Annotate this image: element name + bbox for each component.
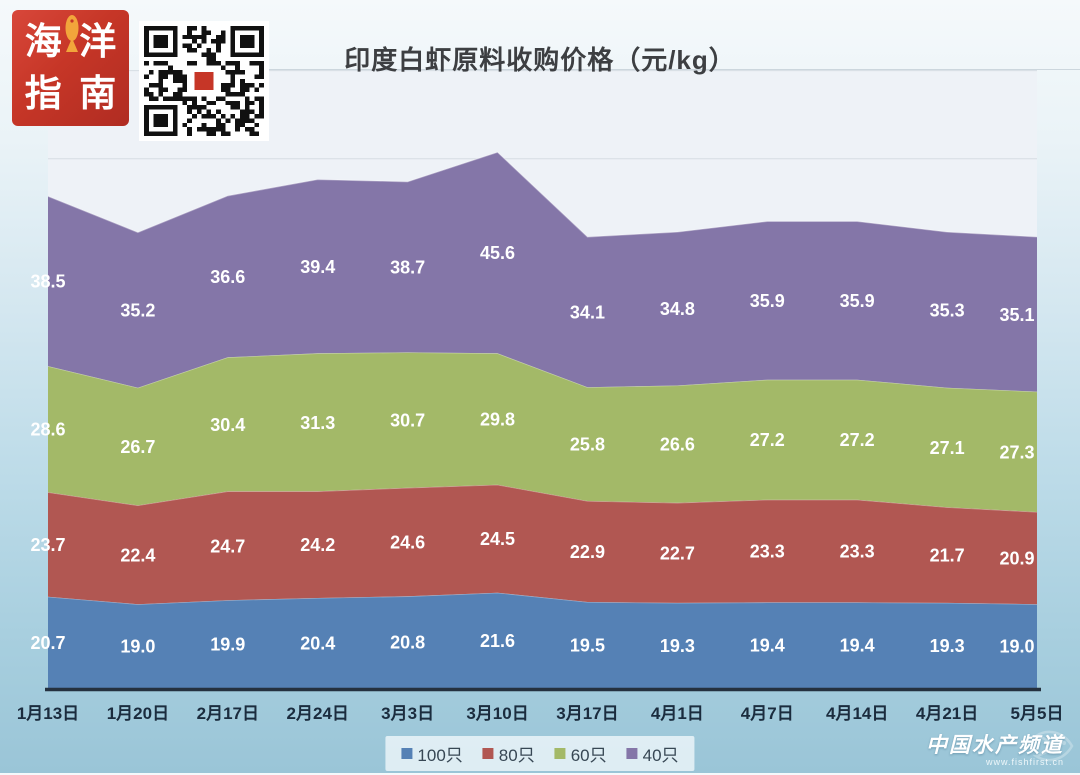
x-axis-label: 5月5日	[1011, 704, 1064, 723]
value-label: 28.6	[30, 420, 65, 440]
legend-swatch	[554, 748, 566, 759]
value-label: 19.3	[930, 636, 965, 656]
value-label: 20.7	[30, 633, 65, 653]
chart-legend: 100只 80只 60只 40只	[385, 736, 695, 771]
value-label: 19.5	[570, 636, 605, 656]
legend-item-2: 60只	[554, 741, 607, 766]
legend-label: 60只	[570, 746, 607, 765]
value-label: 39.4	[300, 257, 335, 277]
value-label: 24.7	[210, 536, 245, 556]
value-label: 19.0	[120, 637, 155, 657]
value-label: 25.8	[570, 435, 605, 455]
value-label: 20.9	[999, 549, 1034, 569]
x-axis-label: 3月10日	[466, 704, 528, 723]
watermark-fish-icon	[1028, 722, 1080, 775]
x-axis-label: 2月24日	[287, 704, 349, 723]
x-axis-label: 3月17日	[556, 704, 618, 723]
logo-char: 指	[24, 73, 62, 114]
header-divider	[258, 69, 1080, 70]
value-label: 29.8	[480, 409, 515, 429]
legend-swatch	[401, 748, 413, 759]
value-label: 34.8	[660, 299, 695, 319]
area-band-80只	[48, 484, 1037, 605]
value-label: 26.6	[660, 435, 695, 455]
x-axis-label: 1月13日	[17, 704, 79, 723]
x-axis-label: 4月21日	[916, 704, 978, 723]
logo-char: 洋	[79, 21, 117, 62]
value-label: 19.0	[999, 637, 1034, 657]
value-label: 35.9	[750, 291, 785, 311]
legend-item-3: 40只	[626, 741, 679, 766]
x-axis-label: 2月17日	[197, 704, 259, 723]
x-axis-label: 4月1日	[651, 704, 704, 723]
legend-label: 40只	[642, 746, 679, 765]
value-label: 21.7	[930, 546, 965, 566]
watermark-brand: 中国水产频道	[926, 734, 1064, 757]
value-label: 27.2	[840, 430, 875, 450]
value-label: 19.4	[840, 636, 875, 656]
value-label: 19.9	[210, 635, 245, 655]
legend-label: 100只	[417, 746, 463, 765]
logo-char: 南	[79, 73, 117, 114]
chart-title: 印度白虾原料收购价格（元/kg）	[344, 45, 736, 75]
value-label: 20.8	[390, 633, 425, 653]
qr-code	[139, 21, 269, 141]
value-label: 38.7	[390, 258, 425, 278]
area-band-100只	[48, 592, 1037, 688]
value-label: 21.6	[480, 631, 515, 651]
area-band-40只	[48, 152, 1037, 392]
watermark-url: www.fishfirst.cn	[985, 757, 1064, 767]
watermark: 中国水产频道 www.fishfirst.cn	[926, 729, 1064, 767]
value-label: 38.5	[30, 272, 65, 292]
value-label: 27.3	[999, 442, 1034, 462]
brand-logo: 海 洋 指 南	[12, 10, 129, 126]
value-label: 30.7	[390, 411, 425, 431]
value-label: 34.1	[570, 303, 605, 323]
legend-swatch	[482, 748, 494, 759]
value-label: 35.9	[840, 291, 875, 311]
value-label: 24.5	[480, 529, 515, 549]
value-label: 31.3	[300, 413, 335, 433]
value-label: 23.7	[30, 535, 65, 555]
value-label: 30.4	[210, 415, 245, 435]
legend-label: 80只	[498, 746, 535, 765]
value-label: 23.3	[840, 542, 875, 562]
x-axis-label: 4月7日	[741, 704, 794, 723]
value-label: 45.6	[480, 243, 515, 263]
value-label: 27.1	[930, 438, 965, 458]
legend-item-0: 100只	[401, 741, 463, 766]
value-label: 24.2	[300, 535, 335, 555]
value-label: 20.4	[300, 634, 335, 654]
value-label: 36.6	[210, 267, 245, 287]
legend-swatch	[626, 748, 638, 759]
area-edge	[47, 151, 1038, 238]
value-label: 19.3	[660, 636, 695, 656]
value-label: 26.7	[120, 437, 155, 457]
legend-item-1: 80只	[482, 741, 535, 766]
value-label: 35.2	[120, 301, 155, 321]
fish-icon	[62, 12, 82, 59]
value-label: 24.6	[390, 533, 425, 553]
value-label: 22.4	[120, 545, 155, 565]
x-axis-label: 3月3日	[381, 704, 434, 723]
x-axis-label: 4月14日	[826, 704, 888, 723]
value-label: 35.3	[930, 300, 965, 320]
value-label: 23.3	[750, 542, 785, 562]
logo-char: 海	[24, 21, 62, 62]
value-label: 35.1	[999, 305, 1034, 325]
x-axis-label: 1月20日	[107, 704, 169, 723]
value-label: 19.4	[750, 636, 785, 656]
value-label: 22.9	[570, 542, 605, 562]
value-label: 22.7	[660, 543, 695, 563]
area-band-60只	[48, 352, 1037, 512]
value-label: 27.2	[750, 430, 785, 450]
